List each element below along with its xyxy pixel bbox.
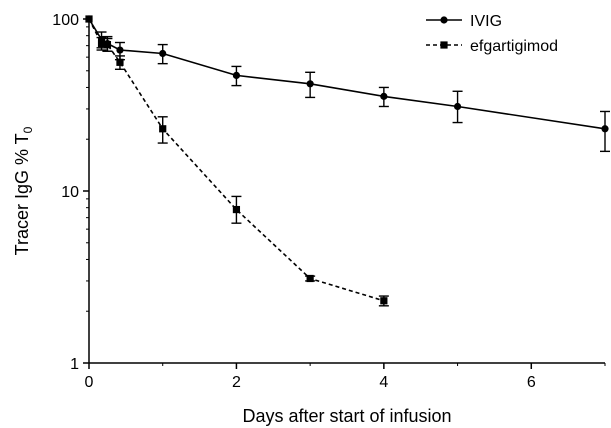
x-tick-label: 0 <box>85 374 94 391</box>
y-tick-label: 1 <box>70 356 79 373</box>
y-tick-label: 10 <box>61 184 79 201</box>
y-tick-label: 100 <box>52 12 79 29</box>
data-point <box>116 58 124 66</box>
x-tick-label: 4 <box>379 374 388 391</box>
y-axis-label-subscript: 0 <box>21 126 35 133</box>
data-point <box>453 102 462 111</box>
data-point <box>380 297 388 305</box>
data-point <box>159 49 167 58</box>
y-axis-label-main: Tracer IgG % T <box>12 133 32 255</box>
data-point <box>306 274 314 283</box>
legend-marker <box>440 41 448 49</box>
data-point <box>103 40 112 49</box>
series-line <box>88 18 606 130</box>
data-point <box>232 71 241 79</box>
ticks: 1 10 100 0 2 4 6 <box>52 12 606 391</box>
data-point <box>380 92 388 100</box>
y-axis-label: Tracer IgG % T0 <box>12 126 35 255</box>
legend-label: efgartigimod <box>470 38 558 55</box>
data-point <box>601 125 609 133</box>
series-layer <box>85 15 610 307</box>
x-tick-label: 2 <box>232 374 241 391</box>
x-axis-label: Days after start of infusion <box>242 406 451 426</box>
x-tick-label: 6 <box>527 374 536 391</box>
data-point <box>85 15 93 23</box>
data-point <box>97 39 106 48</box>
axes <box>88 19 605 364</box>
legend: IVIG efgartigimod <box>426 13 558 55</box>
series-efgartigimod <box>85 15 389 307</box>
data-point <box>116 46 124 54</box>
data-point <box>306 80 314 88</box>
legend-label: IVIG <box>470 13 502 30</box>
series-line <box>88 18 385 302</box>
legend-marker <box>440 16 448 24</box>
data-point <box>159 125 167 133</box>
data-point <box>232 205 241 214</box>
